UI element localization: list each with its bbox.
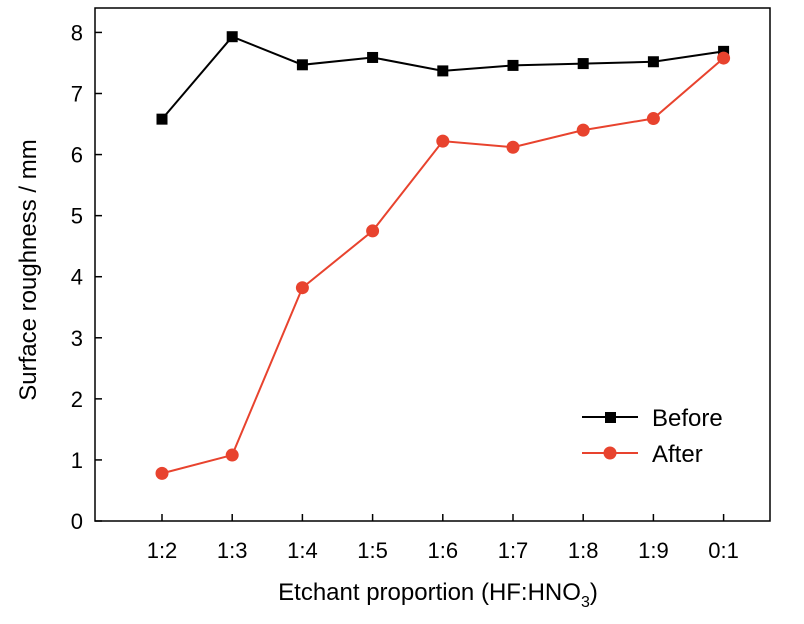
x-tick-label: 1:2: [147, 538, 178, 563]
data-point-before: [577, 58, 589, 70]
data-point-after: [646, 112, 660, 126]
data-point-after: [295, 281, 309, 295]
y-axis-title: Surface roughness / mm: [15, 139, 42, 400]
data-point-before: [647, 56, 659, 68]
x-axis-title-subscript: 3: [581, 594, 590, 611]
y-tick-label: 7: [71, 82, 83, 107]
series-line-after: [161, 57, 725, 475]
legend-marker-after: [603, 446, 617, 460]
x-tick-label: 1:4: [287, 538, 318, 563]
data-point-after: [366, 224, 380, 238]
x-axis-title-close: ): [590, 579, 598, 606]
data-point-before: [296, 59, 308, 71]
data-point-before: [226, 31, 238, 43]
x-axis-title-main: Etchant proportion (HF:HNO: [278, 579, 581, 606]
data-point-after: [225, 448, 239, 462]
data-point-before: [507, 59, 519, 71]
x-tick-label: 1:8: [568, 538, 599, 563]
y-tick-label: 8: [71, 20, 83, 45]
legend-label-before: Before: [652, 405, 723, 432]
y-tick-label: 0: [71, 509, 83, 534]
y-tick-label: 1: [71, 448, 83, 473]
x-tick-label: 1:6: [428, 538, 459, 563]
series-line-before: [161, 35, 724, 120]
data-point-before: [367, 51, 379, 63]
legend-marker-before: [605, 412, 616, 423]
x-tick-label: 0:1: [708, 538, 739, 563]
data-point-after: [717, 51, 731, 65]
data-point-after: [436, 134, 450, 148]
y-tick-label: 6: [71, 143, 83, 168]
legend-label-after: After: [652, 441, 703, 468]
data-point-before: [156, 113, 168, 125]
data-point-before: [718, 45, 730, 57]
data-point-after: [506, 140, 520, 154]
plot-layer: 0 1 2 3 4 5 6 7 8 1:2 1:3 1:4 1:5 1:6 1:7 1:8 1:9 0:1: [71, 7, 771, 563]
x-tick-label: 1:7: [498, 538, 529, 563]
data-point-after: [155, 466, 169, 480]
x-tick-label: 1:9: [638, 538, 669, 563]
y-tick-label: 2: [71, 387, 83, 412]
x-tick-label: 1:3: [217, 538, 248, 563]
y-tick-label: 4: [71, 265, 83, 290]
y-tick-label: 5: [71, 204, 83, 229]
x-axis-title: Etchant proportion (HF:HNO3): [278, 579, 598, 611]
y-tick-label: 3: [71, 326, 83, 351]
data-point-after: [576, 123, 590, 137]
data-point-before: [437, 65, 449, 77]
plot-frame: [94, 7, 771, 522]
legend: Before After: [582, 405, 723, 468]
x-tick-label: 1:5: [357, 538, 388, 563]
